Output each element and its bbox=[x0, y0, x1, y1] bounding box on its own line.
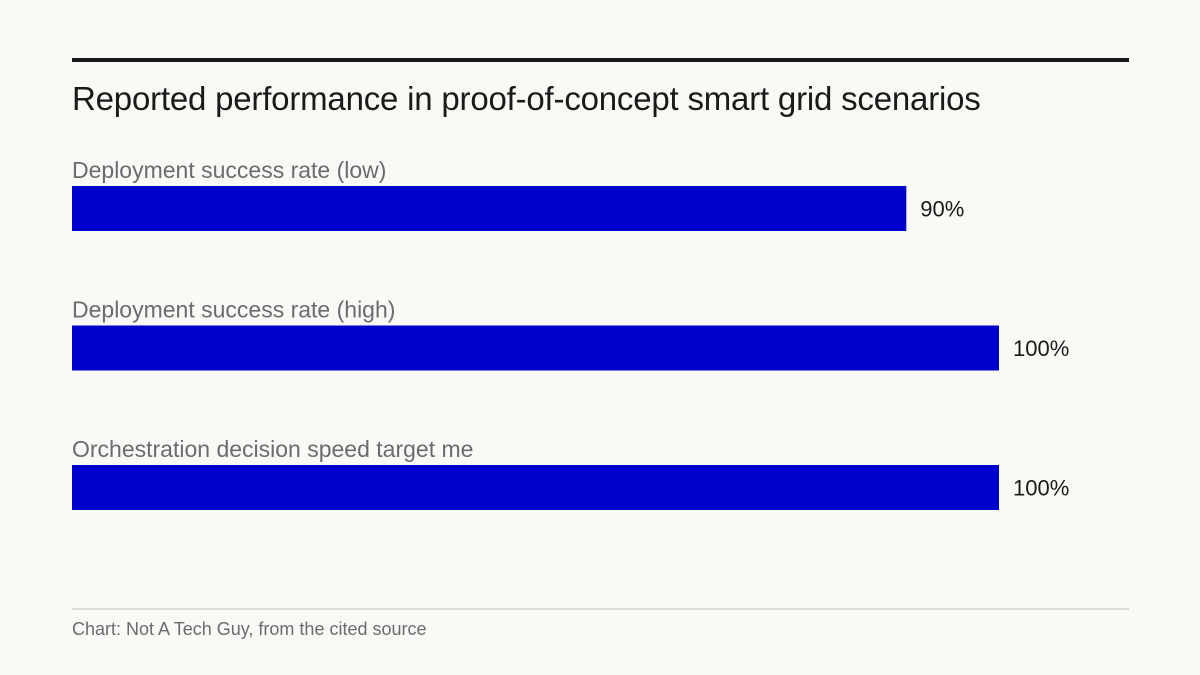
chart-title: Reported performance in proof-of-concept… bbox=[72, 80, 981, 117]
category-label: Orchestration decision speed target me bbox=[72, 436, 473, 462]
category-label: Deployment success rate (low) bbox=[72, 157, 386, 183]
bar-chart: Deployment success rate (low) 90% Deployme… bbox=[72, 157, 1069, 510]
value-label: 90% bbox=[920, 197, 964, 222]
value-label: 100% bbox=[1013, 476, 1069, 501]
bar bbox=[72, 465, 999, 510]
value-label: 100% bbox=[1013, 336, 1069, 361]
bottom-rule bbox=[72, 608, 1129, 610]
bar bbox=[72, 186, 907, 231]
source-note: Chart: Not A Tech Guy, from the cited so… bbox=[72, 619, 427, 639]
category-label: Deployment success rate (high) bbox=[72, 297, 395, 323]
top-rule bbox=[72, 58, 1129, 62]
bar bbox=[72, 325, 999, 371]
